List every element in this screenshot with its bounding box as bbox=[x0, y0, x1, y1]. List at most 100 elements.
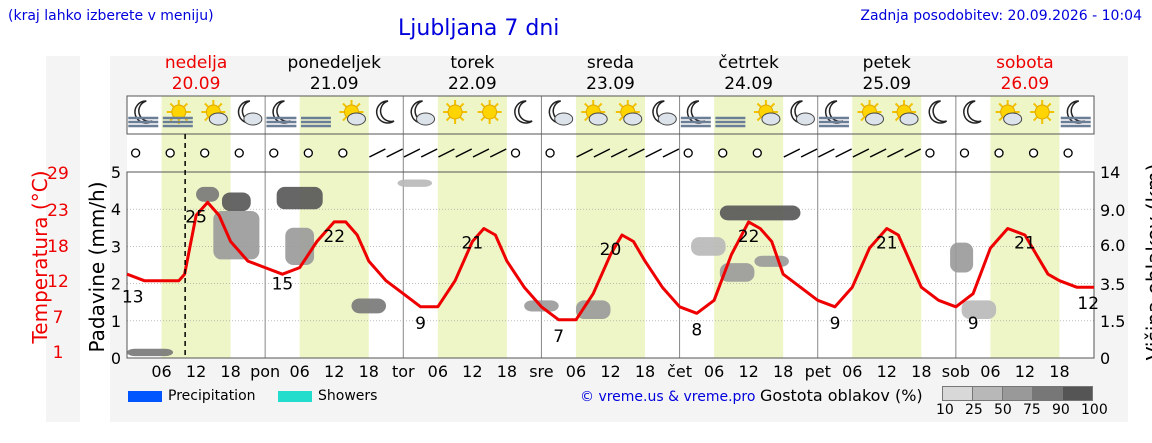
sky-icon bbox=[300, 116, 331, 128]
wind-calm bbox=[130, 148, 141, 158]
page-title: Ljubljana 7 dni bbox=[398, 16, 560, 41]
sky-icon bbox=[857, 100, 885, 126]
sun-ray bbox=[342, 116, 348, 122]
wind-calm bbox=[959, 148, 970, 158]
day-name: torek bbox=[450, 53, 494, 73]
sky-icon bbox=[128, 100, 159, 128]
sun-ray bbox=[860, 116, 866, 122]
x-tick-label: 06 bbox=[566, 362, 586, 381]
sun-ray bbox=[480, 116, 486, 122]
temperature-value-label: 21 bbox=[1014, 233, 1036, 253]
sun-ray bbox=[445, 102, 451, 108]
sun-ray bbox=[217, 102, 223, 108]
x-tick-label: sre bbox=[529, 362, 553, 381]
x-tick-label: 06 bbox=[980, 362, 1000, 381]
cloud-height-tick: 3.5 bbox=[1100, 275, 1125, 294]
cloud-density-cell bbox=[127, 348, 174, 357]
day-name: ponedeljek bbox=[287, 53, 381, 73]
wind-calm bbox=[303, 148, 313, 158]
legend-showers-label: Showers bbox=[318, 388, 378, 404]
sun-ray bbox=[1046, 102, 1052, 108]
sun-ray bbox=[860, 102, 866, 108]
moon-icon bbox=[514, 100, 533, 124]
wind-barb bbox=[645, 148, 663, 158]
cloud-icon bbox=[346, 112, 366, 126]
x-tick-label: 12 bbox=[1015, 362, 1035, 381]
precip-tick: 3 bbox=[111, 237, 121, 256]
sky-icon bbox=[162, 100, 193, 128]
sun-ray bbox=[204, 116, 210, 122]
wind-barb bbox=[869, 148, 887, 158]
sun-ray bbox=[584, 102, 589, 108]
wind-barb bbox=[783, 148, 801, 158]
day-date: 24.09 bbox=[724, 74, 773, 94]
density-level-label: 100 bbox=[1081, 402, 1108, 418]
copyright-link[interactable]: © vreme.us & vreme.pro bbox=[580, 389, 756, 405]
x-tick-label: 18 bbox=[497, 362, 517, 381]
density-swatch bbox=[972, 386, 1003, 401]
wind-barb bbox=[403, 148, 421, 158]
sun-ray bbox=[770, 102, 776, 108]
temp-tick: 23 bbox=[47, 201, 69, 221]
wind-barb bbox=[593, 148, 611, 158]
cloud-height-tick: 14 bbox=[1100, 163, 1120, 182]
legend-precipitation-label: Precipitation bbox=[168, 388, 256, 404]
sky-icon bbox=[477, 100, 502, 124]
wind-calm bbox=[994, 148, 1004, 158]
x-tick-label: 18 bbox=[1049, 362, 1069, 381]
location-hint: (kraj lahko izberete v meniju) bbox=[8, 8, 214, 24]
x-tick-label: 12 bbox=[600, 362, 620, 381]
temperature-value-label: 15 bbox=[272, 275, 294, 295]
legend-showers: Showers bbox=[278, 388, 377, 404]
density-swatch bbox=[942, 386, 973, 401]
x-tick-label: 06 bbox=[428, 362, 448, 381]
daylight-band bbox=[437, 96, 507, 358]
sun-ray bbox=[169, 102, 175, 108]
wind-barb bbox=[628, 148, 645, 158]
x-tick-label: 06 bbox=[704, 362, 724, 381]
sun-ray bbox=[908, 102, 914, 108]
cloud-icon bbox=[865, 112, 885, 126]
wind-calm bbox=[718, 148, 728, 158]
temp-axis-panel bbox=[46, 56, 80, 422]
precip-tick: 4 bbox=[111, 200, 121, 219]
wind-barb bbox=[420, 148, 438, 158]
cloud-height-tick: 0 bbox=[1100, 349, 1110, 368]
wind-barb bbox=[662, 148, 680, 158]
day-name: sobota bbox=[996, 53, 1054, 73]
x-tick-label: pon bbox=[250, 362, 280, 381]
day-date: 26.09 bbox=[1001, 74, 1050, 94]
x-tick-label: 12 bbox=[738, 362, 758, 381]
temp-tick: 29 bbox=[47, 164, 69, 184]
wind-barb bbox=[438, 148, 455, 158]
cloud-density-cell bbox=[397, 179, 433, 187]
density-level-label: 25 bbox=[965, 402, 983, 418]
sun-ray bbox=[618, 116, 624, 122]
precip-tick: 0 bbox=[111, 349, 121, 368]
wind-calm bbox=[752, 148, 762, 158]
sun-ray bbox=[1011, 102, 1017, 108]
temperature-value-label: 20 bbox=[600, 240, 622, 260]
sun-ray bbox=[342, 102, 348, 108]
x-tick-label: 06 bbox=[151, 362, 171, 381]
cloud-density-cell bbox=[961, 300, 997, 319]
x-tick-label: 18 bbox=[911, 362, 931, 381]
cloud-icon bbox=[554, 112, 574, 126]
sun-ray bbox=[584, 116, 589, 122]
x-tick-label: 18 bbox=[220, 362, 240, 381]
density-swatch bbox=[1032, 386, 1063, 401]
sky-icon bbox=[581, 100, 608, 126]
sun-ray bbox=[1033, 102, 1038, 108]
day-date: 22.09 bbox=[448, 74, 497, 94]
precipitation-swatch bbox=[128, 390, 162, 402]
cloud-density-cell bbox=[950, 242, 974, 273]
x-tick-label: 18 bbox=[773, 362, 793, 381]
x-tick-label: 12 bbox=[324, 362, 344, 381]
cloud-icon bbox=[657, 112, 677, 126]
cloud-density-scale bbox=[942, 386, 1093, 405]
density-level-label: 75 bbox=[1023, 402, 1041, 418]
day-name: nedelja bbox=[165, 53, 227, 73]
wind-barb bbox=[576, 148, 593, 158]
density-level-label: 90 bbox=[1052, 402, 1070, 418]
